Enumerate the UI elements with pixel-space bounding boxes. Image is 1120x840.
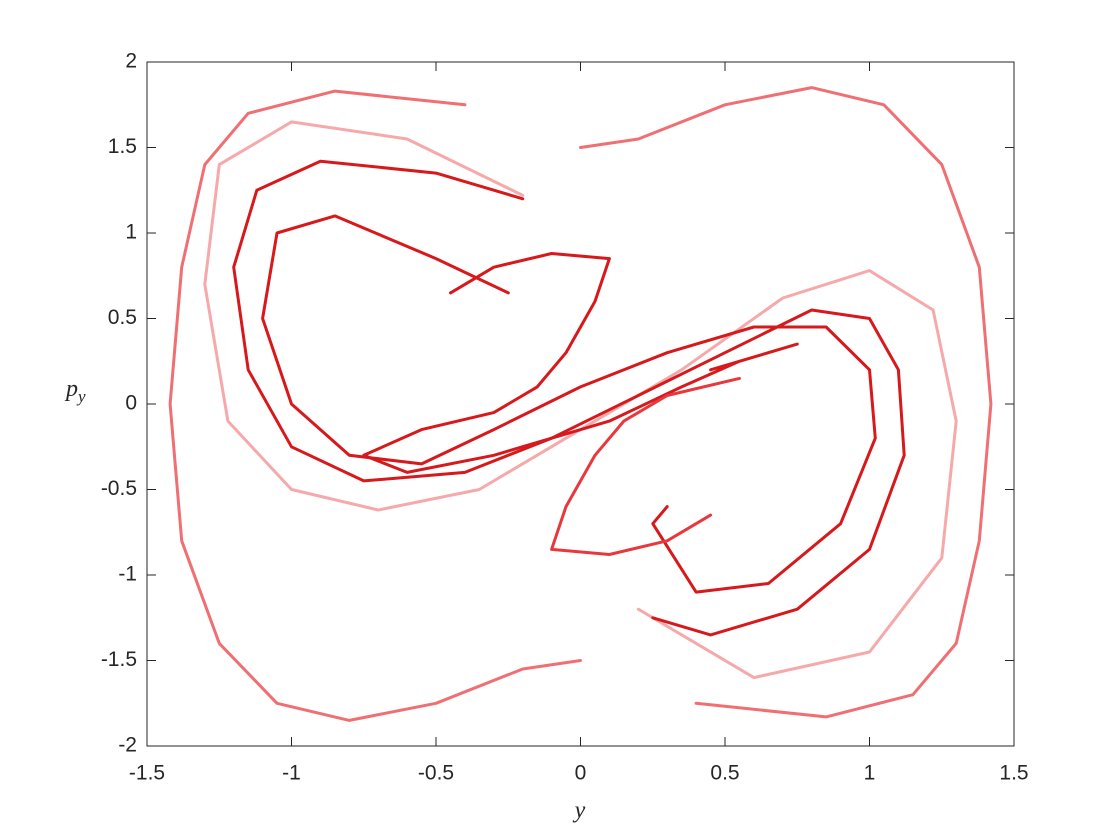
curve <box>261 214 877 594</box>
x-tick-label: -1 <box>282 762 301 785</box>
y-tick-label: 0.5 <box>108 306 137 329</box>
axes: -1.5 -1 -0.5 0 0.5 1 1.5 -2 -1.5 -1 -0.5 0 0.5 1 1.5 2 <box>101 50 1029 785</box>
x-tick-label: 0 <box>575 762 587 785</box>
curve <box>362 252 799 474</box>
y-tick-label: 2 <box>125 50 137 73</box>
x-tick-label: 0.5 <box>710 762 739 785</box>
curve <box>579 86 993 719</box>
y-tick-label: -1.5 <box>101 648 137 671</box>
plot-frame <box>146 61 1015 747</box>
y-axis-label-base: p <box>64 376 78 402</box>
x-tick-label: -0.5 <box>418 762 454 785</box>
y-tick-label: 1.5 <box>108 135 137 158</box>
curve <box>232 159 906 637</box>
x-tick-label: 1 <box>864 762 876 785</box>
y-axis-label: py <box>64 376 86 406</box>
y-tick-label: 0 <box>125 392 137 415</box>
y-tick-label: -1 <box>118 563 137 586</box>
curve <box>550 376 741 556</box>
x-axis-label: y <box>573 798 586 824</box>
curve <box>168 89 582 722</box>
curves <box>168 86 993 722</box>
y-tick-label: -2 <box>118 734 137 757</box>
y-axis-label-subscript: y <box>76 387 86 406</box>
y-tick-label: 1 <box>125 221 137 244</box>
y-tick-label: -0.5 <box>101 477 137 500</box>
x-tick-label: -1.5 <box>129 762 165 785</box>
x-tick-label: 1.5 <box>999 762 1028 785</box>
